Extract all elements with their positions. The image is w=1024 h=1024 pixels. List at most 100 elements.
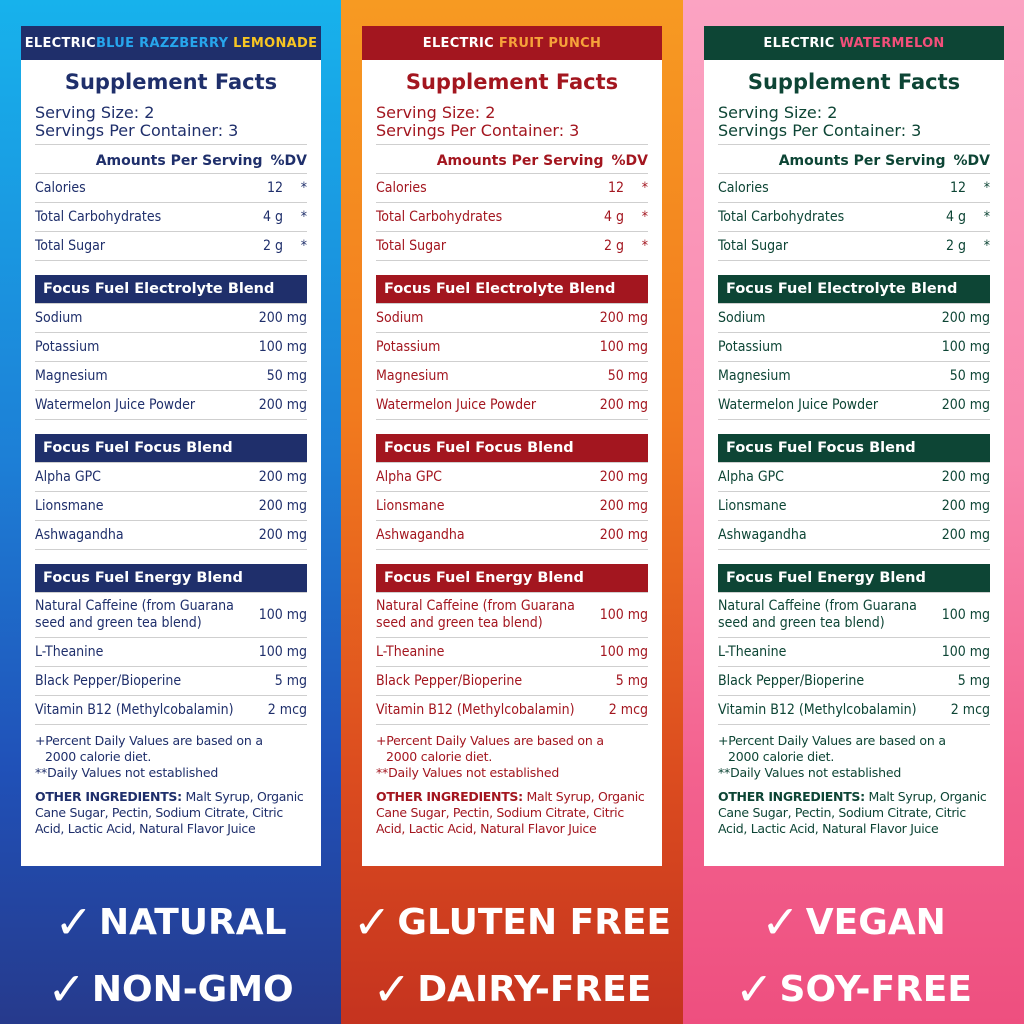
ingredient-name: Sodium [35,310,83,326]
focus-blend-header: Focus Fuel Focus Blend [35,434,307,462]
ingredient-name: Black Pepper/Bioperine [718,673,865,689]
servings-per-container: Servings Per Container: 3 [376,121,580,140]
claim-badge: ✓ NON-GMO [0,962,341,1016]
ingredient-row: L-Theanine 100 mg [718,637,990,666]
ingredient-row: Ashwagandha 200 mg [718,520,990,550]
ingredient-row: Sodium 200 mg [718,303,990,332]
ingredient-name: L-Theanine [376,644,445,660]
other-ingredients-text: Malt Syrup, Organic Cane Sugar, Pectin, … [376,789,645,836]
focus-blend-header: Focus Fuel Focus Blend [718,434,990,462]
ingredient-name: Magnesium [376,368,449,384]
dv-label: %DV [611,153,648,169]
supplement-facts-label: ELECTRIC FRUIT PUNCH Supplement Facts Se… [362,26,662,866]
ingredient-name: Magnesium [718,368,791,384]
flavor-name-secondary: LEMONADE [233,35,318,51]
ingredient-row: Natural Caffeine (from Guarana seed and … [35,592,307,637]
electrolyte-blend-header: Focus Fuel Electrolyte Blend [718,275,990,303]
ingredient-amount: 5 mg [274,673,307,689]
other-ingredients: OTHER INGREDIENTS: Malt Syrup, Organic C… [35,789,307,837]
ingredient-name: Natural Caffeine (from Guarana seed and … [35,598,234,631]
ingredient-amount: 200 mg [941,310,990,326]
ingredient-name: Vitamin B12 (Methylcobalamin) [376,702,575,718]
nutrient-row: Total Sugar 2 g * [718,231,990,261]
flavor-name: WATERMELON [839,35,945,51]
ingredient-name: Vitamin B12 (Methylcobalamin) [718,702,917,718]
claim-text: DAIRY-FREE [417,968,652,1010]
facts-title: Supplement Facts [405,70,619,94]
ingredient-name: Lionsmane [718,498,787,514]
supplement-facts-label: ELECTRIC BLUE RAZZBERRY LEMONADE Supplem… [21,26,321,866]
ingredient-row: Natural Caffeine (from Guarana seed and … [376,592,648,637]
footnote-line: **Daily Values not established [718,765,902,780]
footnote-line: +Percent Daily Values are based on a [718,733,946,748]
ingredient-row: Magnesium 50 mg [376,361,648,390]
ingredient-name: Watermelon Juice Powder [376,397,537,413]
electrolyte-blend-header: Focus Fuel Electrolyte Blend [35,275,307,303]
nutrient-name: Total Carbohydrates [35,209,162,225]
nutrient-dv: * [641,209,648,225]
ingredient-amount: 100 mg [258,606,307,623]
nutrient-name: Total Carbohydrates [718,209,845,225]
ingredient-name: Natural Caffeine (from Guarana seed and … [718,598,917,631]
ingredient-name: Watermelon Juice Powder [718,397,879,413]
ingredient-row: L-Theanine 100 mg [376,637,648,666]
flavor-prefix: ELECTRIC [422,35,499,51]
other-ingredients-text: Malt Syrup, Organic Cane Sugar, Pectin, … [35,789,304,836]
nutrient-dv: * [300,209,307,225]
nutrient-name: Calories [35,180,86,196]
ingredient-amount: 100 mg [599,644,648,660]
ingredient-name: Ashwagandha [376,527,465,543]
divider [376,144,648,145]
amounts-label: Amounts Per Serving [95,153,263,169]
footnotes: +Percent Daily Values are based on a 200… [376,733,648,781]
ingredient-amount: 2 mcg [608,702,648,718]
ingredient-name: L-Theanine [35,644,104,660]
ingredient-amount: 200 mg [941,498,990,514]
footnote-line: +Percent Daily Values are based on a [35,733,263,748]
flavor-name: BLUE RAZZBERRY [95,35,234,51]
ingredient-amount: 200 mg [599,397,648,413]
other-ingredients-text: Malt Syrup, Organic Cane Sugar, Pectin, … [718,789,987,836]
ingredient-row: Natural Caffeine (from Guarana seed and … [718,592,990,637]
ingredient-row: Lionsmane 200 mg [718,491,990,520]
ingredient-name: Alpha GPC [376,469,442,485]
facts-title: Supplement Facts [747,70,961,94]
flavor-banner: ELECTRIC WATERMELON [704,26,1004,60]
ingredient-amount: 200 mg [258,469,307,485]
ingredient-amount: 200 mg [941,469,990,485]
checkmark-icon: ✓ [734,962,774,1016]
ingredient-name: Sodium [718,310,766,326]
nutrient-row: Total Sugar 2 g * [35,231,307,261]
ingredient-row: Vitamin B12 (Methylcobalamin) 2 mcg [718,695,990,725]
checkmark-icon: ✓ [54,895,94,949]
footnote-line: 2000 calorie diet. [386,749,493,764]
claim-text: NATURAL [99,901,287,943]
ingredient-amount: 100 mg [599,339,648,355]
serving-size: Serving Size: 2 [35,103,155,122]
ingredient-row: Alpha GPC 200 mg [718,462,990,491]
footnote-line: **Daily Values not established [376,765,560,780]
nutrient-row: Calories 12 * [35,173,307,202]
nutrient-amount: 4 g [945,209,966,225]
nutrient-name: Total Sugar [376,238,447,254]
ingredient-name: Natural Caffeine (from Guarana seed and … [376,598,575,631]
serving-size: Serving Size: 2 [376,103,496,122]
footnotes: +Percent Daily Values are based on a 200… [35,733,307,781]
ingredient-row: Black Pepper/Bioperine 5 mg [35,666,307,695]
footnote-line: 2000 calorie diet. [45,749,152,764]
nutrient-amount: 2 g [262,238,283,254]
ingredient-name: Ashwagandha [718,527,807,543]
ingredient-row: Potassium 100 mg [35,332,307,361]
nutrient-row: Total Carbohydrates 4 g * [376,202,648,231]
facts-title: Supplement Facts [64,70,278,94]
nutrient-dv: * [983,238,990,254]
divider [35,144,307,145]
facts-body: Supplement Facts Serving Size: 2 Serving… [362,60,662,866]
flavor-prefix: ELECTRIC [24,35,96,51]
flavor-banner: ELECTRIC BLUE RAZZBERRY LEMONADE [21,26,321,60]
nutrient-name: Calories [376,180,427,196]
claim-badge: ✓ GLUTEN FREE [341,895,683,949]
ingredient-name: Sodium [376,310,424,326]
footnotes: +Percent Daily Values are based on a 200… [718,733,990,781]
nutrient-amount: 2 g [603,238,624,254]
